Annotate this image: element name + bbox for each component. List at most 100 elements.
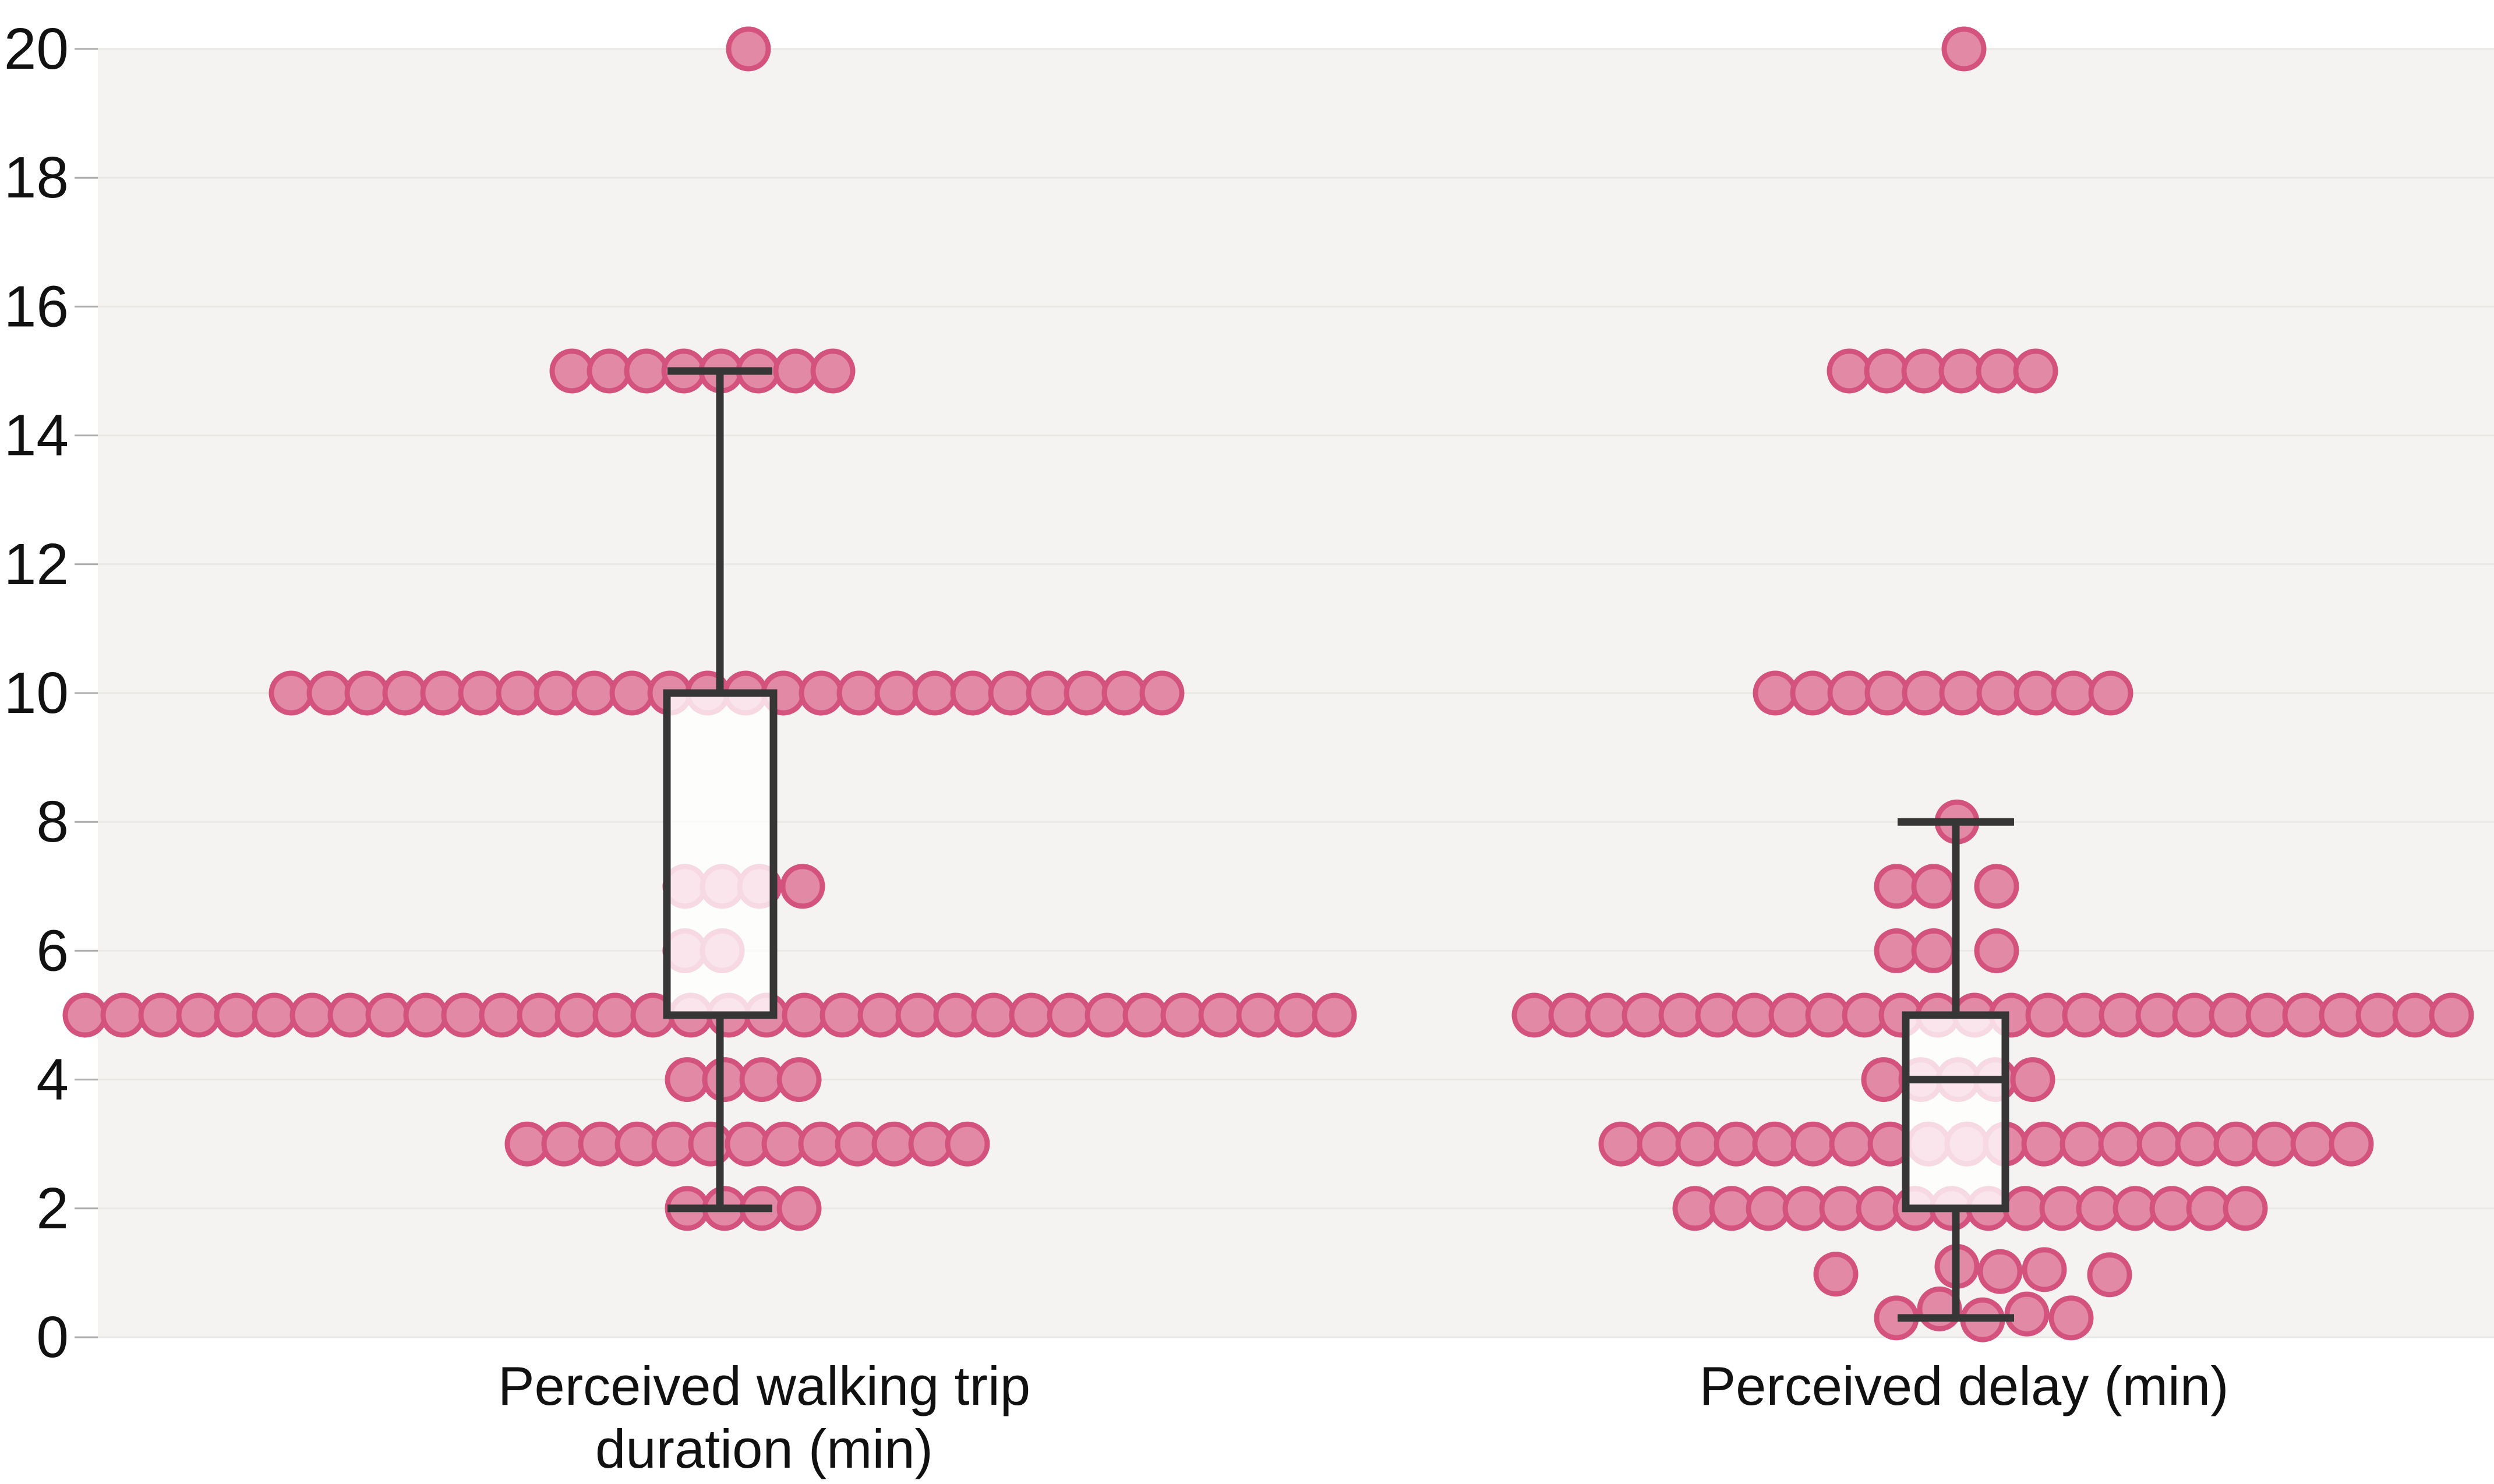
data-point — [420, 670, 465, 716]
data-point — [810, 348, 856, 394]
data-point — [761, 1121, 807, 1167]
x-axis-label: Perceived delay (min) — [1699, 1355, 2228, 1416]
data-point — [2013, 348, 2058, 394]
data-point — [1714, 1121, 1759, 1167]
data-point — [1622, 992, 1667, 1038]
data-point — [1861, 1057, 1906, 1103]
data-point — [441, 992, 486, 1038]
data-point — [1856, 1186, 1901, 1231]
data-point — [1732, 992, 1777, 1038]
data-point — [2002, 1186, 2048, 1231]
data-point — [1790, 670, 1835, 716]
data-point — [799, 670, 844, 716]
data-point — [496, 670, 541, 716]
data-point — [2113, 1186, 2158, 1231]
data-point — [344, 670, 390, 716]
data-point — [857, 992, 903, 1038]
x-axis-label: duration (min) — [595, 1418, 933, 1479]
data-point — [1548, 992, 1594, 1038]
data-point — [895, 992, 941, 1038]
data-point — [1874, 928, 1919, 973]
data-point — [2062, 992, 2107, 1038]
data-point — [306, 670, 352, 716]
data-point — [2392, 992, 2438, 1038]
data-point — [1911, 928, 1956, 973]
data-point — [541, 1121, 587, 1167]
data-point — [2076, 1186, 2121, 1231]
data-point — [609, 670, 655, 716]
data-point — [1084, 992, 1130, 1038]
data-point — [2098, 1121, 2143, 1167]
data-point — [1675, 1121, 1721, 1167]
data-point — [1122, 992, 1168, 1038]
data-point — [1312, 992, 1357, 1038]
data-point — [1236, 992, 1281, 1038]
box — [1902, 1011, 2009, 1213]
data-point — [1598, 1121, 1644, 1167]
data-point — [517, 992, 562, 1038]
data-point — [988, 670, 1033, 716]
data-point — [2319, 992, 2364, 1038]
data-point — [933, 992, 978, 1038]
data-point — [971, 992, 1016, 1038]
x-axis-label: Perceived walking trip — [498, 1355, 1030, 1416]
y-tick-label: 18 — [4, 145, 69, 210]
data-point — [2186, 1186, 2231, 1231]
data-point — [1026, 670, 1071, 716]
data-point — [871, 1121, 917, 1167]
data-point — [908, 1121, 953, 1167]
data-point — [2004, 1291, 2050, 1337]
data-point — [1511, 992, 1557, 1038]
data-point — [1198, 992, 1244, 1038]
data-point — [1911, 864, 1956, 909]
data-point — [1874, 864, 1919, 909]
data-point — [578, 1121, 623, 1167]
data-point — [2282, 992, 2327, 1038]
data-point — [725, 1121, 770, 1167]
data-point — [2013, 670, 2059, 716]
data-point — [592, 992, 638, 1038]
data-point — [1768, 992, 1814, 1038]
y-tick-label: 2 — [36, 1176, 69, 1241]
data-point — [1009, 992, 1054, 1038]
data-point — [269, 670, 314, 716]
data-point — [1864, 348, 1909, 394]
data-point — [1827, 670, 1873, 716]
data-point — [1695, 992, 1740, 1038]
data-point — [2329, 1121, 2374, 1167]
data-point — [100, 992, 146, 1038]
data-point — [1901, 348, 1947, 394]
data-point — [214, 992, 259, 1038]
data-point — [549, 348, 595, 394]
data-point — [1813, 1252, 1859, 1297]
data-point — [776, 1186, 822, 1231]
data-point — [479, 992, 524, 1038]
data-point — [403, 992, 448, 1038]
data-point — [780, 864, 825, 909]
data-point — [2048, 1295, 2094, 1341]
data-point — [2149, 1186, 2195, 1231]
data-point — [289, 992, 335, 1038]
data-point — [2021, 1121, 2066, 1167]
data-point — [950, 670, 995, 716]
data-point — [2039, 1186, 2085, 1231]
data-point — [382, 670, 428, 716]
data-point — [624, 348, 669, 394]
data-point — [1753, 670, 1798, 716]
data-point — [138, 992, 183, 1038]
data-point — [1064, 670, 1109, 716]
data-point — [1938, 348, 1984, 394]
data-point — [1139, 670, 1185, 716]
data-point — [1672, 1186, 1718, 1231]
data-point — [1274, 992, 1319, 1038]
y-tick-label: 16 — [4, 274, 69, 339]
box — [663, 689, 778, 1019]
data-point — [1902, 670, 1947, 716]
data-point — [782, 992, 827, 1038]
data-point — [2025, 992, 2071, 1038]
data-point — [2051, 670, 2096, 716]
data-point — [773, 348, 818, 394]
data-point — [798, 1121, 843, 1167]
data-point — [1939, 670, 1984, 716]
